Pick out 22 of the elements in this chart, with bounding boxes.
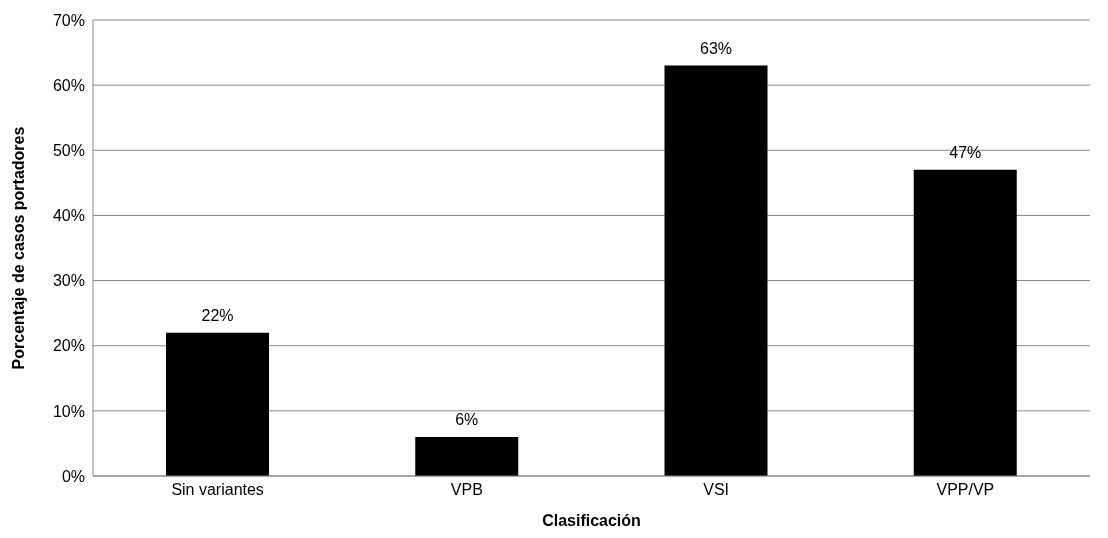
bar: [664, 65, 768, 476]
data-label: 63%: [699, 39, 733, 57]
data-label: 22%: [201, 306, 234, 324]
y-tick-label: 60%: [52, 76, 85, 94]
y-tick-label: 50%: [52, 141, 85, 159]
bar: [913, 169, 1017, 476]
y-tick-label: 40%: [52, 207, 85, 225]
x-axis-title: Clasificación: [542, 512, 641, 529]
x-tick-label: Sin variantes: [171, 481, 264, 499]
data-label: 6%: [455, 410, 479, 428]
y-tick-label: 10%: [52, 402, 85, 420]
y-tick-label: 70%: [52, 11, 85, 29]
bar: [415, 436, 519, 476]
y-tick-label: 20%: [52, 337, 85, 355]
data-label: 47%: [949, 143, 982, 161]
x-tick-label: VPB: [450, 481, 483, 499]
y-axis-title: Porcentaje de casos portadores: [9, 126, 27, 370]
x-tick-label: VSI: [703, 481, 730, 499]
y-tick-label: 30%: [52, 272, 85, 290]
x-tick-label: VPP/VP: [936, 481, 995, 499]
y-tick-label: 0%: [61, 467, 85, 485]
bar: [166, 332, 269, 476]
